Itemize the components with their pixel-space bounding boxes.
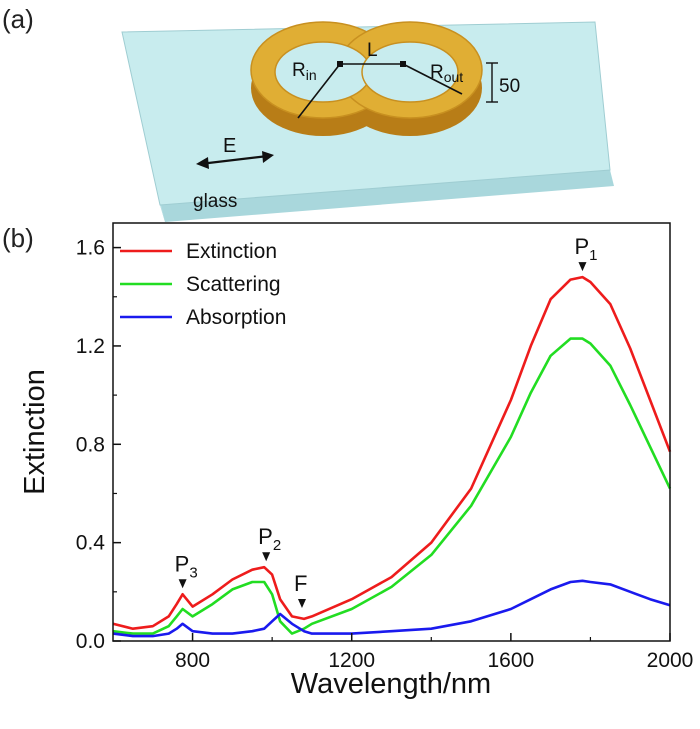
height-label: 50 <box>499 76 520 97</box>
center-marker-right <box>400 61 406 67</box>
ticks-layer: 800 1200 1600 2000 0.0 0.4 0.8 1.2 1.6 <box>76 237 694 672</box>
legend-label-absorption: Absorption <box>186 306 286 329</box>
y-axis-label: Extinction <box>19 369 51 495</box>
ring-left-hole <box>274 41 372 103</box>
annotation-label-P2: P2 <box>258 524 281 554</box>
x-axis-label: Wavelength/nm <box>291 668 491 700</box>
legend-label-scattering: Scattering <box>186 273 281 296</box>
e-field-arrowhead-right <box>262 151 274 163</box>
x-tick-label-2000: 2000 <box>647 649 694 672</box>
y-tick-label-0.8: 0.8 <box>76 433 105 456</box>
annotation-layer: P1 P2 F P3 <box>175 234 598 608</box>
series-line-scattering <box>112 337 672 635</box>
x-tick-label-800: 800 <box>175 649 210 672</box>
annotation-arrow-F <box>297 598 306 608</box>
r-in-label: Rin <box>292 60 317 83</box>
annotation-label-P3: P3 <box>175 551 198 581</box>
y-tick-label-0.4: 0.4 <box>76 532 106 555</box>
r-out-line <box>402 63 463 95</box>
r-in-line <box>297 63 341 119</box>
y-tick-label-1.2: 1.2 <box>76 335 105 358</box>
legend-label-extinction: Extinction <box>186 240 277 263</box>
y-tick-label-1.6: 1.6 <box>76 237 105 260</box>
schematic-panel: (a) Rin L Rout 50 E gla <box>2 4 614 222</box>
plot-frame <box>112 222 671 642</box>
ring-right-hole <box>361 41 459 103</box>
e-field-label: E <box>223 135 236 157</box>
series-layer <box>112 275 672 638</box>
panel-a-label: (a) <box>2 4 34 34</box>
annotation-arrow-P1 <box>578 262 587 272</box>
panel-b-label: (b) <box>2 223 34 253</box>
annotation-arrow-P3 <box>178 579 187 589</box>
series-line-absorption <box>112 579 671 638</box>
x-tick-label-1200: 1200 <box>328 649 375 672</box>
annotation-label-F: F <box>294 571 307 596</box>
y-tick-label-0: 0.0 <box>76 630 105 653</box>
extinction-chart: 800 1200 1600 2000 0.0 0.4 0.8 1.2 1.6 P1 P2 F P3 E… <box>19 222 694 700</box>
annotation-label-P1: P1 <box>574 234 597 264</box>
x-tick-label-1600: 1600 <box>487 649 534 672</box>
r-out-label: Rout <box>430 62 463 85</box>
l-label: L <box>367 40 378 61</box>
e-field-arrowhead-left <box>196 157 209 169</box>
annotation-arrow-P2 <box>262 552 271 562</box>
series-line-extinction <box>112 275 672 630</box>
center-marker-left <box>337 61 343 67</box>
glass-slab-side-front <box>160 170 614 222</box>
e-field-arrow <box>199 154 269 166</box>
legend: Extinction Scattering Absorption <box>120 240 286 329</box>
glass-label: glass <box>193 191 237 212</box>
